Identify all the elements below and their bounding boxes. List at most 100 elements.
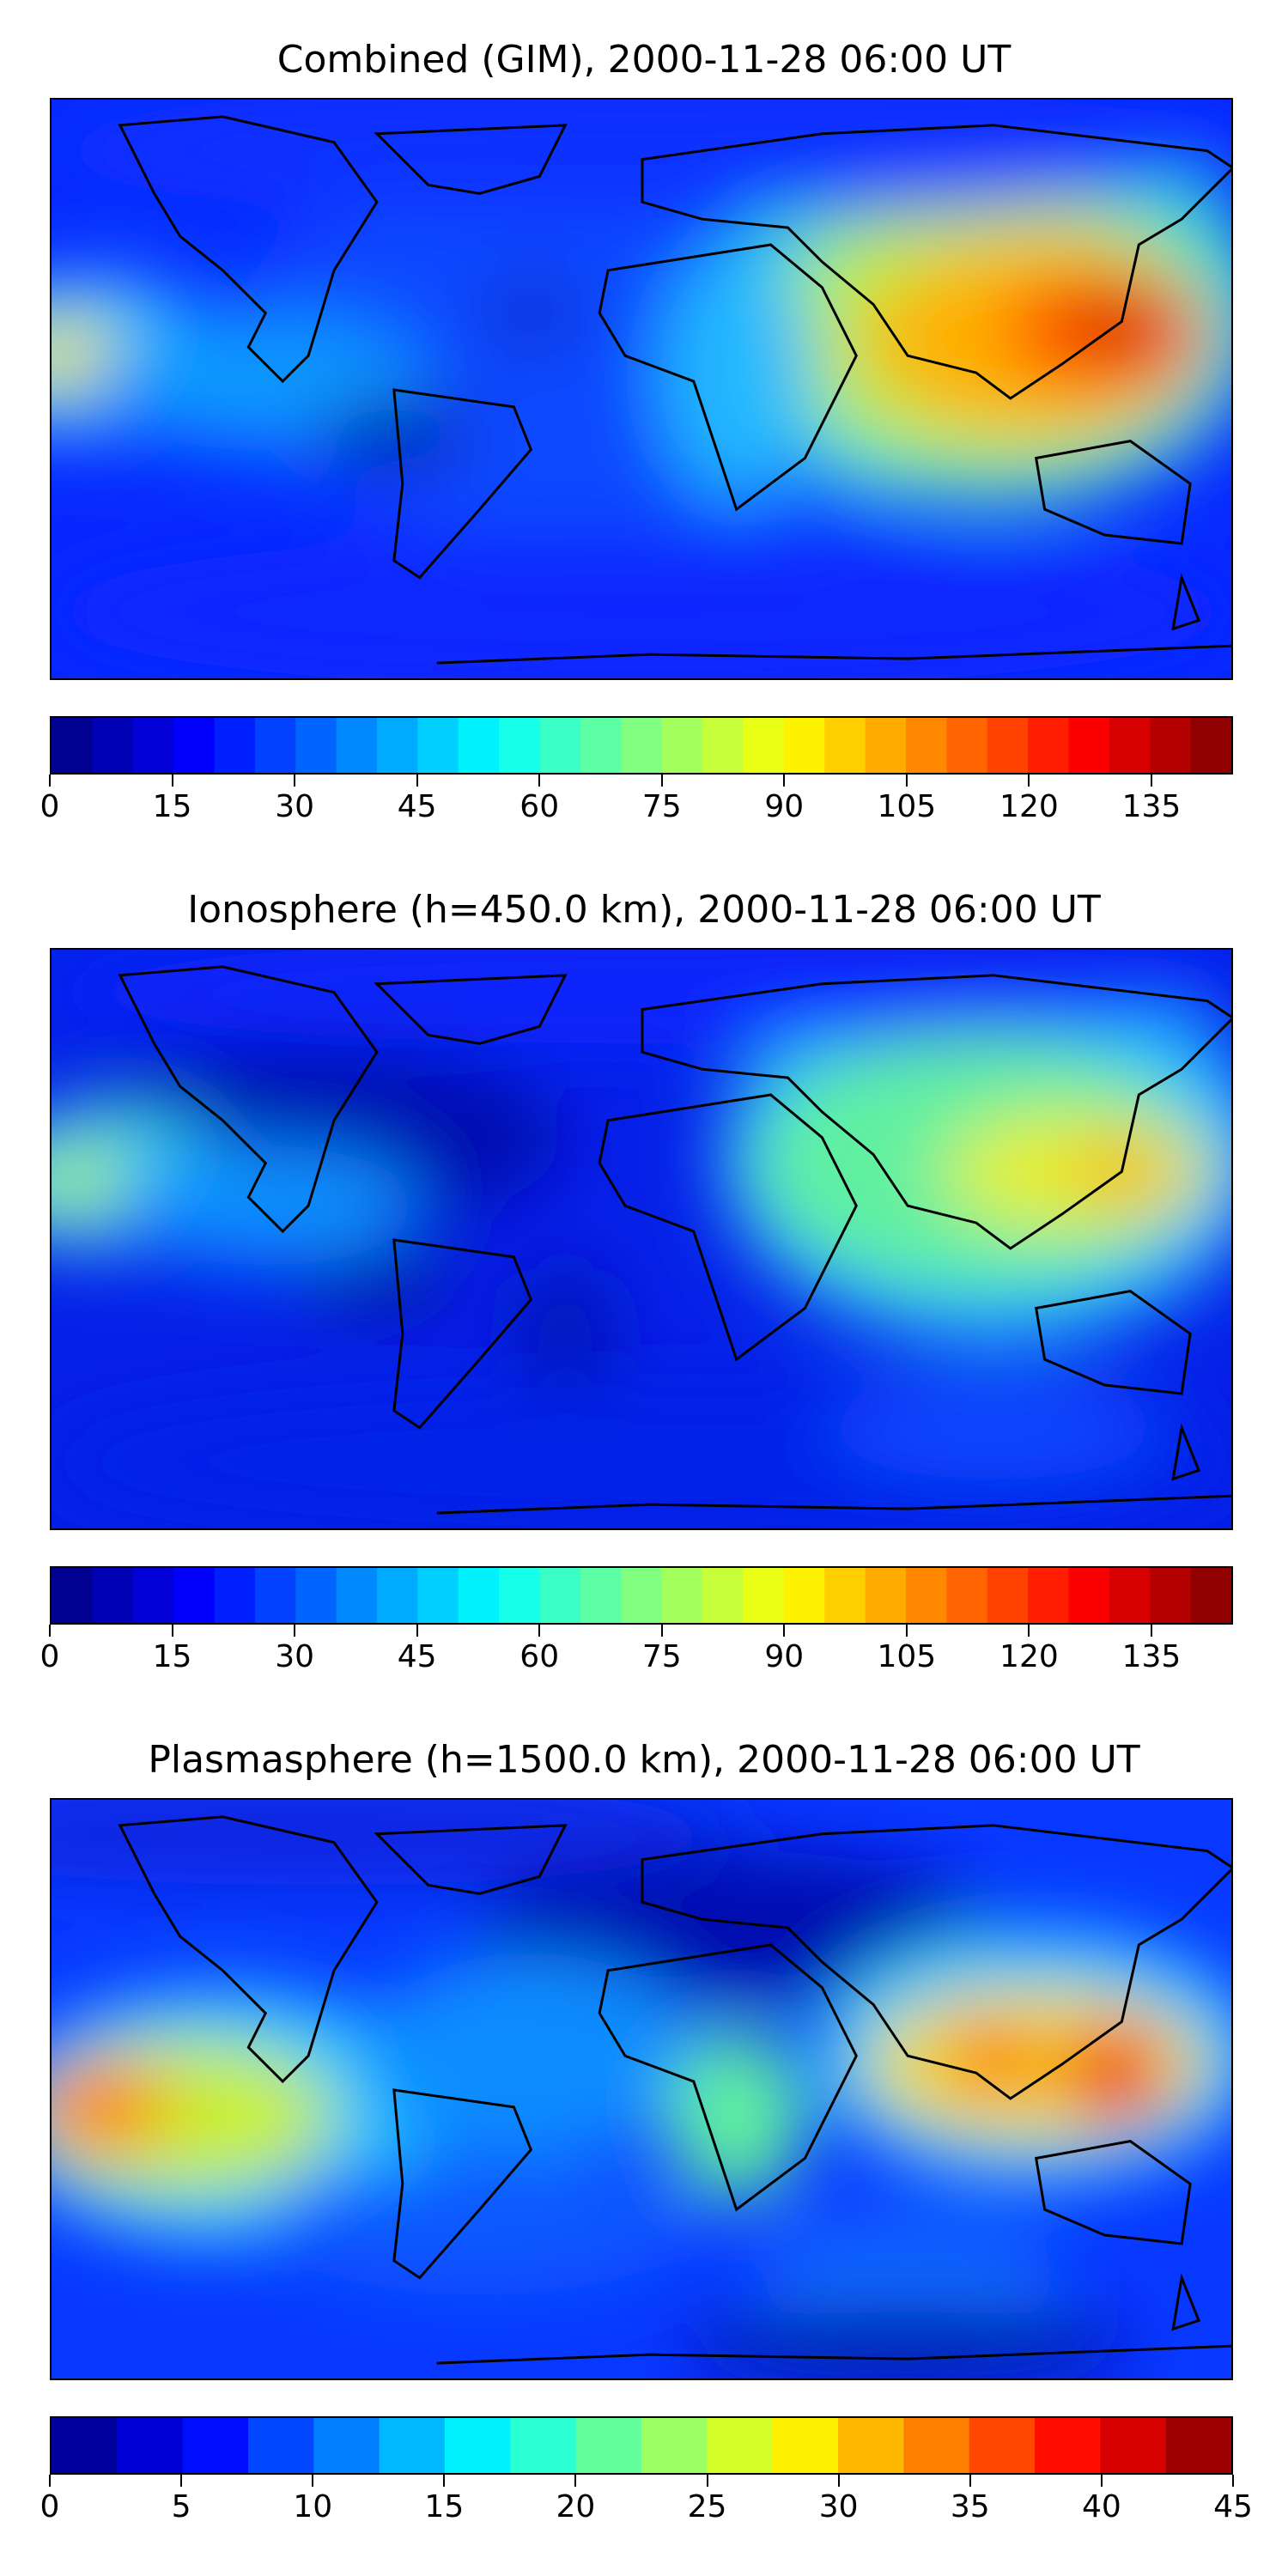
colorbar-swatch <box>1028 1568 1070 1623</box>
colorbar-ticks-ionosphere: 0 15 30 45 60 75 90 105 120 135 <box>40 1625 1233 1676</box>
colorbar-swatch <box>1109 718 1151 773</box>
colorbar-tick <box>1150 1625 1152 1637</box>
colorbar-swatch <box>783 718 826 773</box>
colorbar-tick <box>294 775 296 787</box>
colorbar-swatch <box>1190 1568 1231 1623</box>
colorbar-swatch <box>336 718 378 773</box>
colorbar-swatch <box>248 2418 315 2473</box>
colorbar-swatch <box>772 2418 840 2473</box>
colorbar-ionosphere-swatches <box>52 1568 1231 1623</box>
colorbar-tick <box>416 775 418 787</box>
colorbar-tick-label: 40 <box>1081 2489 1121 2524</box>
colorbar-tick-label: 35 <box>950 2489 990 2524</box>
colorbar-tick-label: 25 <box>687 2489 727 2524</box>
colorbar-tick <box>706 2475 708 2487</box>
colorbar-swatch <box>254 718 297 773</box>
colorbar-swatch <box>621 1568 663 1623</box>
colorbar-swatch <box>1190 718 1231 773</box>
colorbar-swatch <box>661 1568 704 1623</box>
colorbar-tick-label: 10 <box>293 2489 333 2524</box>
colorbar-tick-label: 30 <box>275 789 314 824</box>
colorbar-tick <box>1028 775 1030 787</box>
colorbar-swatch <box>621 718 663 773</box>
colorbar-swatch <box>575 2418 643 2473</box>
colorbar-tick-label: 0 <box>39 2489 60 2524</box>
colorbar-swatch <box>580 1568 623 1623</box>
colorbar-swatch <box>641 2418 708 2473</box>
colorbar-swatch <box>92 718 134 773</box>
colorbar-tick-label: 0 <box>39 1639 60 1674</box>
colorbar-swatch <box>905 1568 948 1623</box>
colorbar-tick-label: 90 <box>764 1639 805 1674</box>
colorbar-swatch <box>214 1568 256 1623</box>
colorbar-swatch <box>702 718 744 773</box>
colorbar-swatch <box>1028 718 1070 773</box>
colorbar-tick <box>49 775 51 787</box>
colorbar-combined <box>50 716 1233 775</box>
colorbar-swatch <box>499 718 541 773</box>
colorbar-swatch <box>903 2418 971 2473</box>
colorbar-swatch <box>295 1568 337 1623</box>
colorbar-tick-label: 45 <box>397 789 437 824</box>
panel-title-plasmasphere: Plasmasphere (h=1500.0 km), 2000-11-28 0… <box>148 1738 1140 1782</box>
colorbar-ticks-combined: 0 15 30 45 60 75 90 105 120 135 <box>40 775 1233 826</box>
colorbar-swatch <box>824 1568 866 1623</box>
coastlines-ionosphere <box>118 965 1231 1515</box>
colorbar-tick <box>171 1625 173 1637</box>
colorbar-tick-label: 30 <box>275 1639 314 1674</box>
colorbar-tick <box>660 775 663 787</box>
colorbar-tick-label: 20 <box>556 2489 596 2524</box>
colorbar-swatch <box>52 1568 94 1623</box>
colorbar-tick <box>171 775 173 787</box>
coastlines-combined <box>118 115 1231 665</box>
colorbar-tick-label: 30 <box>818 2489 859 2524</box>
colorbar-swatch <box>743 718 785 773</box>
colorbar-swatch <box>946 718 988 773</box>
colorbar-tick-label: 120 <box>999 1639 1059 1674</box>
colorbar-swatch <box>1068 1568 1110 1623</box>
colorbar-swatch <box>173 1568 216 1623</box>
colorbar-swatch <box>838 2418 905 2473</box>
colorbar-tick <box>969 2475 971 2487</box>
colorbar-swatch <box>539 1568 581 1623</box>
panel-title-ionosphere: Ionosphere (h=450.0 km), 2000-11-28 06:0… <box>187 888 1101 932</box>
colorbar-tick <box>1232 2475 1234 2487</box>
map-ionosphere <box>50 948 1233 1530</box>
heatmap-combined <box>52 100 1231 678</box>
colorbar-swatch <box>499 1568 541 1623</box>
colorbar-tick-label: 75 <box>641 1639 682 1674</box>
colorbar-tick <box>443 2475 446 2487</box>
colorbar-swatch <box>254 1568 297 1623</box>
colorbar-tick-label: 90 <box>764 789 805 824</box>
colorbar-swatch <box>946 1568 988 1623</box>
colorbar-swatch <box>783 1568 826 1623</box>
colorbar-tick-label: 5 <box>171 2489 191 2524</box>
colorbar-swatch <box>214 718 256 773</box>
colorbar-swatch <box>1150 718 1192 773</box>
colorbar-plasmasphere <box>50 2416 1233 2475</box>
colorbar-tick-label: 15 <box>424 2489 465 2524</box>
colorbar-tick <box>538 1625 541 1637</box>
colorbar-ticks-plasmasphere: 0 5 10 15 20 25 30 35 40 45 <box>40 2475 1253 2526</box>
colorbar-swatch <box>905 718 948 773</box>
colorbar-swatch <box>445 2418 512 2473</box>
map-combined <box>50 98 1233 680</box>
colorbar-swatch <box>92 1568 134 1623</box>
colorbar-swatch <box>417 718 459 773</box>
colorbar-tick-label: 0 <box>39 789 60 824</box>
colorbar-swatch <box>865 718 907 773</box>
colorbar-tick <box>783 775 786 787</box>
colorbar-swatch <box>539 718 581 773</box>
colorbar-swatch <box>1068 718 1110 773</box>
colorbar-tick <box>837 2475 840 2487</box>
colorbar-tick <box>1100 2475 1103 2487</box>
colorbar-swatch <box>417 1568 459 1623</box>
colorbar-swatch <box>1035 2418 1102 2473</box>
colorbar-swatch <box>743 1568 785 1623</box>
colorbar-swatch <box>336 1568 378 1623</box>
coastlines-plasmasphere <box>118 1815 1231 2365</box>
colorbar-tick-label: 60 <box>519 789 560 824</box>
colorbar-swatch <box>132 718 175 773</box>
colorbar-ionosphere <box>50 1566 1233 1625</box>
heatmap-ionosphere <box>52 950 1231 1528</box>
